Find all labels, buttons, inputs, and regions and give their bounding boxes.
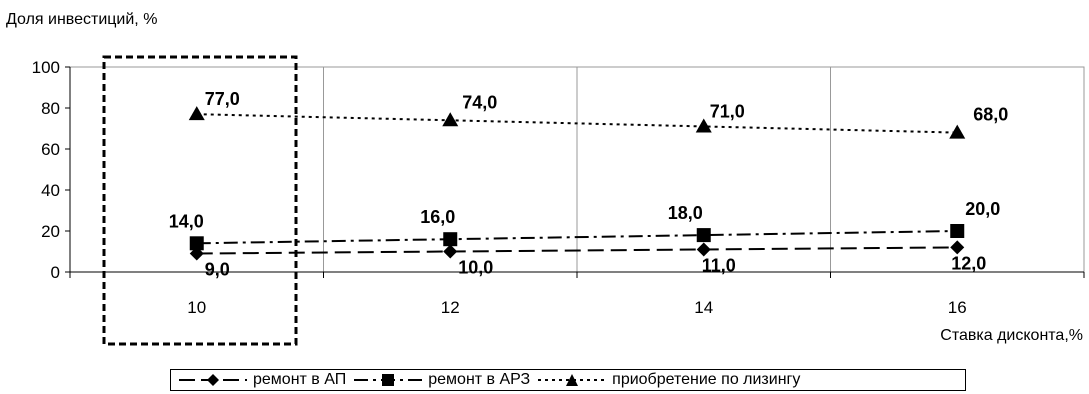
data-label: 12,0 — [951, 253, 986, 273]
y-axis-title: Доля инвестиций, % — [6, 11, 158, 28]
data-label: 74,0 — [462, 92, 497, 112]
data-label: 10,0 — [458, 258, 493, 278]
data-point-diamond — [443, 244, 458, 259]
legend-swatch-square-icon — [354, 374, 423, 386]
x-tick-label: 12 — [441, 298, 460, 317]
highlight-box — [102, 55, 298, 346]
data-point-square — [189, 236, 204, 251]
legend-item-series-2: ремонт в АРЗ — [352, 371, 530, 389]
legend-label: ремонт в АП — [253, 371, 347, 388]
y-tick-label: 40 — [41, 181, 60, 200]
data-point-triangle — [188, 106, 205, 121]
y-tick-label: 0 — [51, 263, 60, 282]
data-point-square — [950, 224, 965, 238]
data-point-triangle — [442, 112, 459, 127]
legend-label: приобретение по лизингу — [612, 371, 801, 388]
data-point-triangle — [949, 124, 966, 139]
data-label: 14,0 — [169, 211, 204, 231]
x-tick-label: 10 — [187, 298, 206, 317]
data-point-triangle — [695, 118, 712, 133]
data-point-diamond — [696, 242, 711, 257]
chart-plot: 0 20 40 60 80 100 10 12 14 16 9,0 10,0 11,0 12,0 14,0 1… — [32, 55, 1085, 346]
legend-label: ремонт в АРЗ — [428, 371, 531, 388]
x-tick-label: 14 — [694, 298, 713, 317]
x-axis-title: Ставка дисконта,% — [940, 327, 1083, 344]
y-tick-label: 80 — [41, 99, 60, 118]
data-label: 68,0 — [973, 105, 1008, 125]
y-tick-label: 100 — [32, 58, 60, 77]
data-point-diamond — [950, 240, 965, 255]
chart-legend: ремонт в АП ремонт в АРЗ приобретение по… — [170, 369, 966, 391]
x-tick-label: 16 — [948, 298, 967, 317]
series-line-1 — [196, 246, 958, 255]
y-tick-label: 60 — [41, 140, 60, 159]
series-line-2 — [196, 230, 958, 245]
data-label: 77,0 — [205, 89, 240, 109]
legend-item-series-3: приобретение по лизингу — [536, 371, 800, 389]
data-point-square — [443, 232, 458, 247]
data-point-square — [696, 228, 711, 243]
series-line-3 — [196, 113, 958, 134]
data-label: 16,0 — [420, 207, 455, 227]
legend-swatch-diamond-icon — [179, 374, 247, 386]
data-label: 20,0 — [965, 199, 1000, 219]
data-label: 71,0 — [710, 101, 745, 121]
y-tick-label: 20 — [41, 222, 60, 241]
data-label: 11,0 — [702, 255, 736, 275]
legend-item-series-1: ремонт в АП — [177, 371, 346, 389]
data-label: 18,0 — [668, 203, 703, 223]
data-label: 9,0 — [205, 260, 230, 280]
legend-swatch-triangle-icon — [538, 374, 607, 386]
